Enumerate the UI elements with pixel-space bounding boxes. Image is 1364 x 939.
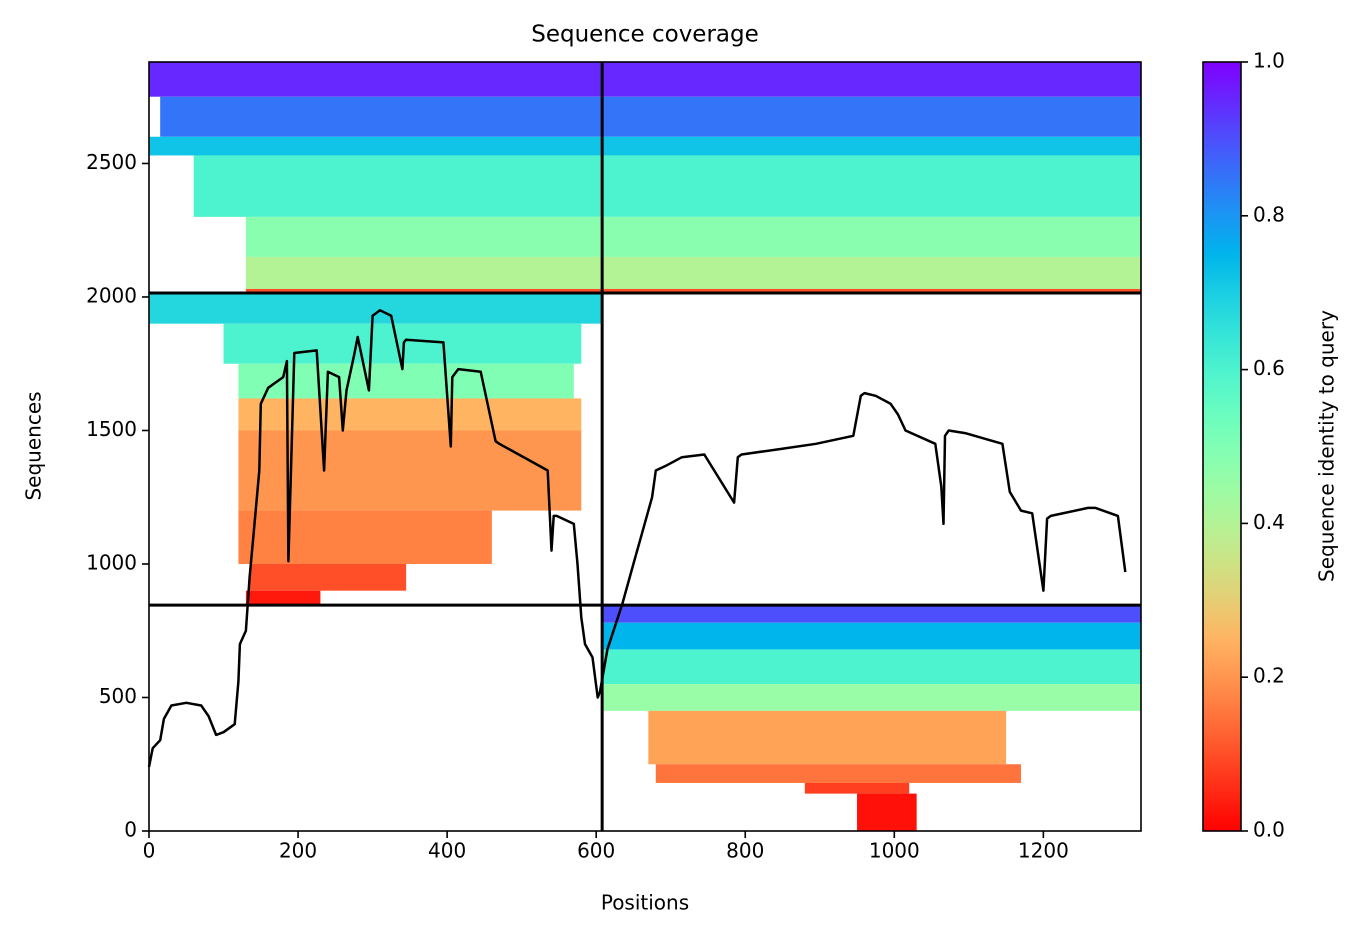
coverage-block (193, 155, 1141, 217)
y-axis-label: Sequences (22, 391, 46, 500)
coverage-block (245, 590, 321, 606)
plot-frame (148, 61, 1142, 832)
coverage-block (238, 363, 574, 399)
coverage-block (245, 216, 1142, 257)
coverage-block (149, 292, 603, 324)
y-tick-label: 2500 (86, 150, 137, 174)
colorbar-tick-label: 0.0 (1253, 818, 1285, 842)
coverage-block (648, 710, 1007, 765)
colorbar-tick-label: 0.2 (1253, 664, 1285, 688)
coverage-block (857, 793, 917, 831)
coverage-block (238, 430, 582, 511)
y-tick-label: 0 (124, 818, 137, 842)
x-tick-label: 400 (428, 839, 466, 863)
y-tick-label: 2000 (86, 283, 137, 307)
colorbar-tick-label: 0.4 (1253, 510, 1285, 534)
coverage-block (160, 96, 1141, 137)
x-tick-label: 200 (279, 839, 317, 863)
coverage-block (602, 622, 1141, 650)
colorbar-tick-label: 0.6 (1253, 356, 1285, 380)
x-tick-label: 1200 (1018, 839, 1069, 863)
coverage-block (245, 256, 1142, 289)
coverage-block (238, 398, 582, 431)
x-tick-label: 600 (577, 839, 615, 863)
coverage-block (602, 605, 1141, 623)
coverage-block (603, 684, 1141, 711)
colorbar (1202, 61, 1242, 832)
coverage-block (655, 764, 1022, 783)
coverage-line (147, 309, 1127, 768)
coverage-block (238, 510, 492, 564)
coverage-block (149, 136, 1141, 156)
y-tick-label: 500 (99, 684, 137, 708)
coverage-block (804, 782, 910, 794)
x-tick-label: 800 (726, 839, 764, 863)
x-axis-label: Positions (601, 891, 689, 915)
x-tick-label: 0 (143, 839, 156, 863)
x-tick-label: 1000 (869, 839, 920, 863)
y-tick-label: 1500 (86, 417, 137, 441)
chart-title: Sequence coverage (531, 22, 759, 48)
colorbar-label: Sequence identity to query (1315, 310, 1339, 582)
y-tick-label: 1000 (86, 550, 137, 574)
colorbar-tick-label: 1.0 (1253, 49, 1285, 73)
coverage-block (149, 62, 1141, 97)
coverage-block (249, 563, 407, 591)
colorbar-tick-label: 0.8 (1253, 202, 1285, 226)
coverage-block (245, 288, 1142, 293)
coverage-block (602, 649, 1141, 685)
